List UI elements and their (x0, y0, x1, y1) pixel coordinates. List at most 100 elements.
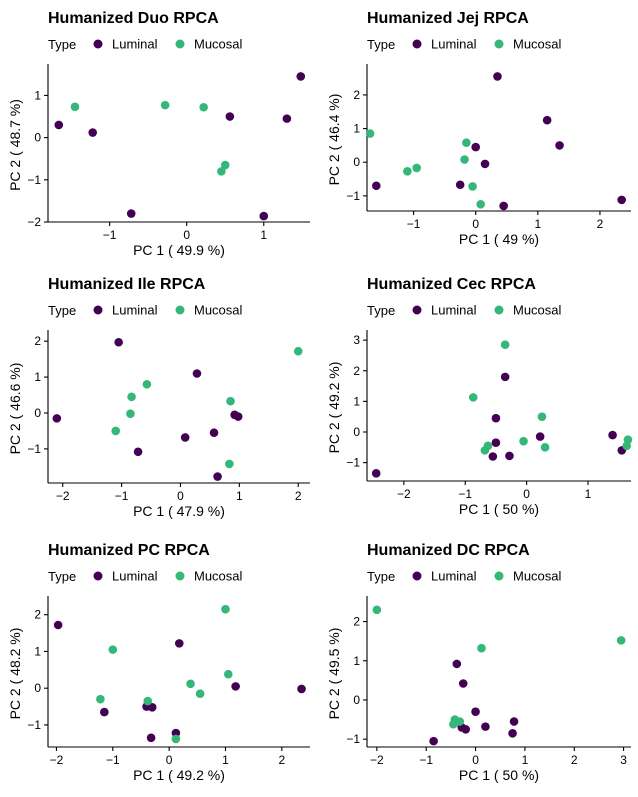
legend: Type Luminal Mucosal (48, 37, 243, 53)
legend-key-luminal (412, 305, 422, 315)
x-tick-label: 0 (166, 753, 173, 767)
data-point-mucosal (462, 138, 471, 147)
data-point-mucosal (476, 199, 485, 209)
x-tick-label: 2 (597, 217, 604, 231)
data-point-mucosal (142, 379, 152, 389)
x-tick-label: 3 (620, 753, 627, 767)
data-point-mucosal (186, 679, 195, 689)
series-luminal (371, 372, 627, 478)
data-point-luminal (171, 728, 181, 738)
data-point-luminal (471, 707, 480, 717)
data-point-mucosal (500, 340, 510, 350)
data-point-mucosal (108, 645, 118, 654)
x-tick-label: 2 (295, 489, 302, 503)
data-point-luminal (282, 114, 292, 123)
y-axis-label: PC 2 ( 48.7 %) (7, 99, 23, 191)
data-point-luminal (231, 682, 240, 691)
legend-title: Type (48, 569, 76, 584)
data-point-luminal (372, 181, 381, 191)
legend-title: Type (48, 37, 76, 52)
legend-key-mucosal (494, 39, 504, 49)
y-tick-label: 1 (34, 370, 41, 384)
data-point-mucosal (616, 636, 626, 645)
legend-label-mucosal: Mucosal (194, 303, 243, 318)
data-point-mucosal (622, 441, 632, 451)
x-tick-label: −1 (106, 753, 120, 767)
series-mucosal (468, 340, 633, 455)
data-point-mucosal (403, 166, 412, 176)
y-tick-label: 0 (34, 681, 41, 695)
y-tick-label: 2 (353, 364, 360, 378)
series-mucosal (70, 100, 230, 176)
legend-label-luminal: Luminal (112, 569, 158, 584)
legend-title: Type (367, 37, 395, 52)
data-point-luminal (455, 180, 465, 190)
x-tick-label: 1 (260, 228, 267, 242)
chart-title: Humanized PC RPCA (48, 542, 210, 559)
y-tick-label: −1 (346, 456, 360, 470)
data-point-mucosal (468, 182, 477, 191)
legend-label-mucosal: Mucosal (513, 303, 562, 318)
data-point-luminal (617, 195, 626, 205)
x-tick-label: −1 (103, 228, 117, 242)
data-point-luminal (209, 428, 219, 438)
data-point-mucosal (224, 669, 233, 679)
x-tick-label: 1 (522, 753, 529, 767)
y-axis-label: PC 2 ( 49.2 %) (326, 362, 342, 454)
data-point-mucosal (293, 346, 303, 356)
data-point-mucosal (483, 441, 493, 451)
y-tick-label: 3 (353, 333, 360, 347)
y-tick-label: 1 (353, 122, 360, 136)
chart-panel-2: Humanized Jej RPCA Type Luminal Mucosal −1 0 1… (326, 10, 631, 247)
data-point-mucosal (537, 412, 547, 421)
y-tick-label: −1 (27, 718, 41, 732)
data-point-luminal (147, 703, 157, 712)
y-tick-label: −1 (346, 189, 360, 203)
data-point-luminal (52, 414, 62, 423)
data-point-mucosal (372, 605, 382, 615)
legend-key-mucosal (175, 571, 185, 581)
data-point-luminal (491, 413, 501, 423)
data-point-luminal (213, 472, 222, 481)
data-point-mucosal (468, 393, 478, 402)
data-point-luminal (461, 725, 470, 734)
data-point-luminal (509, 717, 519, 726)
x-tick-label: 1 (534, 217, 541, 231)
legend-label-mucosal: Mucosal (513, 37, 562, 52)
data-point-luminal (259, 211, 269, 221)
x-axis-label: PC 1 ( 50 %) (459, 501, 539, 517)
data-point-luminal (126, 209, 136, 218)
data-point-mucosal (225, 459, 234, 469)
data-point-mucosal (220, 160, 230, 170)
x-axis-label: PC 1 ( 49 %) (459, 231, 539, 247)
data-point-luminal (491, 438, 501, 448)
data-point-mucosal (171, 734, 181, 744)
series-mucosal (372, 605, 626, 729)
y-axis-label: PC 2 ( 49.5 %) (326, 628, 342, 720)
legend: Type Luminal Mucosal (367, 569, 562, 585)
y-tick-label: 1 (353, 394, 360, 408)
y-tick-label: 2 (34, 608, 41, 622)
legend-key-luminal (93, 39, 103, 49)
data-point-luminal (180, 433, 190, 442)
chart-title: Humanized Jej RPCA (367, 10, 529, 27)
data-point-luminal (452, 659, 462, 669)
x-tick-label: 1 (236, 489, 243, 503)
chart-panel-1: Humanized Duo RPCA Type Luminal Mucosal −1 0 1… (7, 10, 310, 258)
legend-key-mucosal (175, 305, 185, 315)
x-tick-label: 0 (177, 489, 184, 503)
data-point-luminal (535, 432, 545, 441)
y-tick-label: −1 (27, 442, 41, 456)
data-point-mucosal (126, 409, 135, 419)
chart-panel-5: Humanized PC RPCA Type Luminal Mucosal −2 −1 0… (7, 542, 310, 783)
y-tick-label: 1 (34, 644, 41, 658)
series-luminal (54, 72, 306, 221)
x-tick-label: 1 (585, 487, 592, 501)
legend-key-mucosal (494, 571, 504, 581)
data-point-luminal (555, 141, 564, 150)
y-axis-label: PC 2 ( 46.6 %) (7, 363, 23, 455)
data-point-luminal (500, 372, 510, 382)
y-axis-label: PC 2 ( 46.4 %) (326, 94, 342, 186)
x-tick-label: 1 (222, 753, 229, 767)
